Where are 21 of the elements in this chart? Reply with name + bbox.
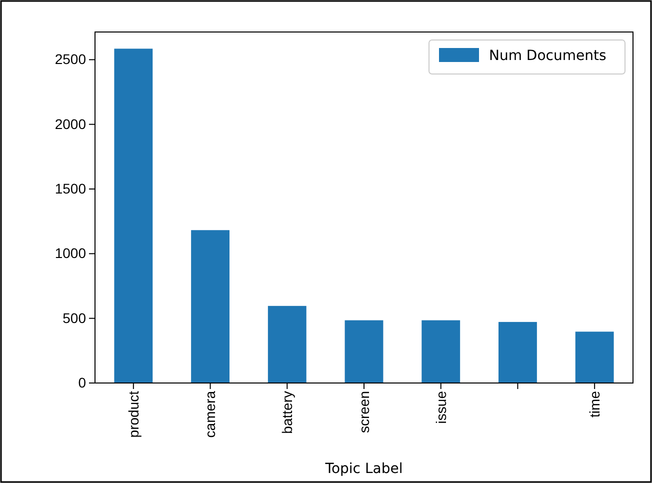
bar [498,322,537,383]
bar [344,320,384,383]
x-axis-title: Topic Label [324,461,403,477]
x-tick-label: issue [432,390,449,424]
x-tick-label: time [586,390,602,418]
y-tick-label: 1000 [54,245,86,262]
x-tick-label: camera [202,390,218,438]
bar [191,230,230,383]
bar [422,320,460,383]
legend-label: Num Documents [489,48,606,64]
y-tick-label: 500 [62,310,86,326]
y-tick-label: 2000 [54,116,86,132]
y-tick-label: 0 [78,374,86,390]
x-tick-label: product [125,390,142,438]
bar [575,332,614,383]
x-tick-label: battery [279,391,296,434]
x-tick-label: screen [356,391,372,434]
bar [114,48,153,383]
y-tick-label: 1500 [54,180,86,196]
bar [268,306,306,383]
y-tick-label: 2500 [54,51,86,68]
